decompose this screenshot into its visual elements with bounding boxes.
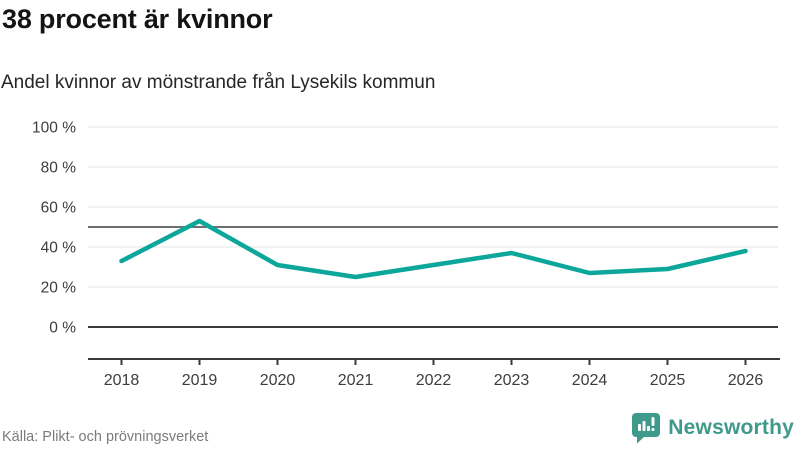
x-tick-label: 2025 bbox=[650, 372, 686, 389]
x-tick-label: 2021 bbox=[338, 372, 374, 389]
x-tick-label: 2020 bbox=[260, 372, 296, 389]
y-tick-label: 40 % bbox=[41, 240, 77, 257]
x-tick-label: 2019 bbox=[182, 372, 218, 389]
y-tick-label: 60 % bbox=[41, 200, 77, 217]
y-tick-label: 0 % bbox=[49, 320, 76, 337]
x-tick-label: 2024 bbox=[572, 372, 608, 389]
data-line bbox=[119, 218, 748, 280]
chart-subtitle: Andel kvinnor av mönstrande från Lysekil… bbox=[1, 72, 436, 93]
y-tick-label: 20 % bbox=[41, 280, 77, 297]
x-tick-label: 2026 bbox=[728, 372, 764, 389]
newsworthy-icon bbox=[632, 413, 661, 444]
y-tick-label: 80 % bbox=[41, 160, 77, 177]
newsworthy-logo: Newsworthy bbox=[631, 412, 794, 444]
newsworthy-wordmark: Newsworthy bbox=[668, 416, 794, 439]
x-tick-label: 2018 bbox=[104, 372, 140, 389]
chart-title: 38 procent är kvinnor bbox=[2, 4, 273, 34]
x-tick-label: 2022 bbox=[416, 372, 452, 389]
source-caption: Källa: Plikt- och prövningsverket bbox=[2, 429, 209, 445]
y-tick-label: 100 % bbox=[32, 120, 76, 137]
x-tick-label: 2023 bbox=[494, 372, 530, 389]
